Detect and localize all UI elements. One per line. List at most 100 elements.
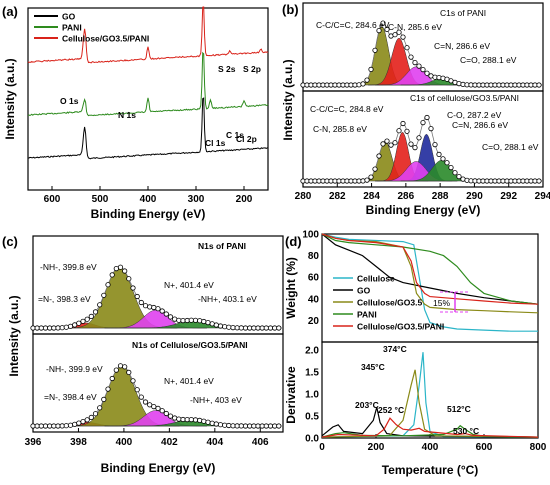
panel-c-bottom-data-point [188,416,194,423]
panel-c-tick-label: 398 [70,437,87,448]
panel-c-bottom-data-point [55,423,61,429]
panel-a-series-composite [27,6,269,64]
panel-c-bottom-peak-label: -NH+, 403 eV [190,395,242,405]
panel-b-top-data-point [412,59,418,66]
panel-c-top-data-point [42,325,49,331]
panel-c-letter: (c) [2,234,18,249]
panel-c-top-data-point [217,323,224,329]
panel-c-bottom-data-point [147,402,153,408]
panel-c-top-data-point [226,324,232,330]
panel-b-bottom-title: C1s of cellulose/GO3.5/PANI [410,93,519,103]
panel-d-annotations: 374°C 345°C 203°C 252 °C 512°C 530 °C 15% [355,291,479,436]
panel-c-top-data-point [242,325,249,331]
panel-c-bottom-data-point [263,423,269,429]
panel-a-peak-label: S 2s [218,64,236,74]
panel-c-bottom-data-point [201,418,207,424]
panel-d-x-tick-label: 0 [319,442,325,453]
panel-b-top-data-point [372,47,378,53]
panel-c-top-data-point [101,292,107,298]
panel-d-x-tick-label: 600 [476,442,493,453]
panel-c-bottom-data-point [76,420,82,426]
panel-a-peak-label: N 1s [118,110,136,120]
panel-d-derivative-curves [321,352,539,438]
panel-b-ylabel: Intensity (a.u.) [281,59,295,140]
panel-c-bottom-data-point [267,423,274,429]
panel-b-bottom-data-point [432,142,438,148]
panel-c-top-data-point [147,304,153,310]
panel-b-bottom-peak-label: C-O, 287.2 eV [447,110,502,120]
panel-d-x-tick-label: 400 [422,442,439,453]
panel-b-bottom-data-point [440,156,446,162]
panel-b-top-data-point [536,82,542,88]
panel-a-curves [27,6,269,160]
panel-c-bottom-data-point [84,417,90,423]
panel-c-top-data-point [205,319,211,326]
panel-c-top-data-point [122,268,128,274]
panel-c-top-data-point [126,276,132,282]
panel-c-top-data-point [230,324,236,331]
panel-c-top-peaks: =N-, 398.3 eV -NH-, 399.8 eV N+, 401.4 eV -… [30,262,282,331]
panel-c-bottom-data-point [51,423,57,429]
panel-b-top-data-point [364,77,370,83]
panel-c-bottom-data-point [134,387,140,393]
panel-c-bottom-data-point [63,423,69,429]
panel-a-peak-label: O 1s [60,96,79,106]
panel-c-top-data-point [263,325,269,331]
panel-c-top-data-point [176,317,182,323]
panel-c-bottom-data-point [151,403,157,410]
panel-c-bottom-data-point [97,405,103,411]
panel-d-bottom-y-tick-label: 1.0 [305,390,319,401]
panel-c-top-data-point [142,303,149,309]
panel-c-bottom-data-point [30,423,36,429]
panel-c-bottom-data-point [276,423,282,429]
panel-d-top-y-tick-label: 80 [308,251,320,262]
panel-b-bottom-data-point [452,170,458,176]
panel-b-top-data-point [408,54,414,60]
panel-a-series-go [28,97,269,160]
panel-b-bottom-data-point [408,141,414,147]
panel-d-peak-label: 374°C [383,344,407,354]
panel-c-top-title: N1s of PANI [198,241,246,251]
panel-b: (b) Binding Energy (eV) Intensity (a.u.)… [281,2,550,217]
panel-b-bottom-peaks: C-C/C=C, 284.8 eV C-N, 285.8 eV C-O, 287.2… [300,104,543,184]
panel-c-top-peak-label: N+, 401.4 eV [164,280,214,290]
panel-c-bottom-data-point [92,411,99,417]
panel-c-bottom-data-point [42,423,49,429]
panel-c-xlabel: Binding Energy (eV) [101,461,216,475]
panel-b-tick-label: 288 [432,191,449,202]
panel-c-bottom-data-point [117,363,124,369]
panel-d-legend-label: PANI [357,310,377,320]
panel-b-bottom-data-point [412,145,418,151]
panel-c-top-data-point [38,325,44,331]
panel-b-tick-label: 294 [535,191,550,202]
panel-c-ylabel: Intensity (a.u.) [7,295,21,376]
panel-c-bottom-data-point [138,394,144,400]
panel-b-top-peak-label: C=O, 288.1 eV [460,55,517,65]
panel-c-top-data-point [30,325,36,331]
panel-c-bottom-data-point [242,423,249,429]
panel-b-top-title: C1s of PANI [440,8,486,18]
panel-b-bottom-data-point [392,140,398,146]
panel-c-tick-label: 396 [25,437,42,448]
panel-a-tick-label: 600 [44,194,61,205]
panel-b-top-data-point [376,27,382,34]
panel-b-letter: (b) [282,2,299,17]
panel-b-bottom-data-point [428,126,434,132]
panel-c-top-data-point [255,325,261,331]
panel-c-bottom-data-point [122,364,128,370]
panel-c-top-peak-label: =N-, 398.3 eV [38,294,91,304]
panel-b-xlabel: Binding Energy (eV) [366,203,481,217]
panel-c-bottom-data-point [176,416,182,422]
panel-d-legend: Cellulose GO Cellulose/GO3.5 PANI Cellulose/… [333,274,444,332]
panel-a-legend-label: Cellulose/GO3.5/PANI [62,34,149,44]
panel-b-tick-label: 290 [466,191,483,202]
panel-c-top-data-point [88,313,94,319]
panel-d-bottom-y-tick-label: 0.5 [305,412,319,423]
panel-b-top-data-point [396,29,402,35]
panel-a-peak-label: S 2p [243,64,261,74]
panel-c-top-data-point [130,285,136,291]
panel-b-x-ticks: 280 282 284 286 288 290 292 294 [295,183,550,202]
panel-a-legend-label: GO [62,12,76,22]
panel-a-peak-label: Cl 1s [205,138,226,148]
